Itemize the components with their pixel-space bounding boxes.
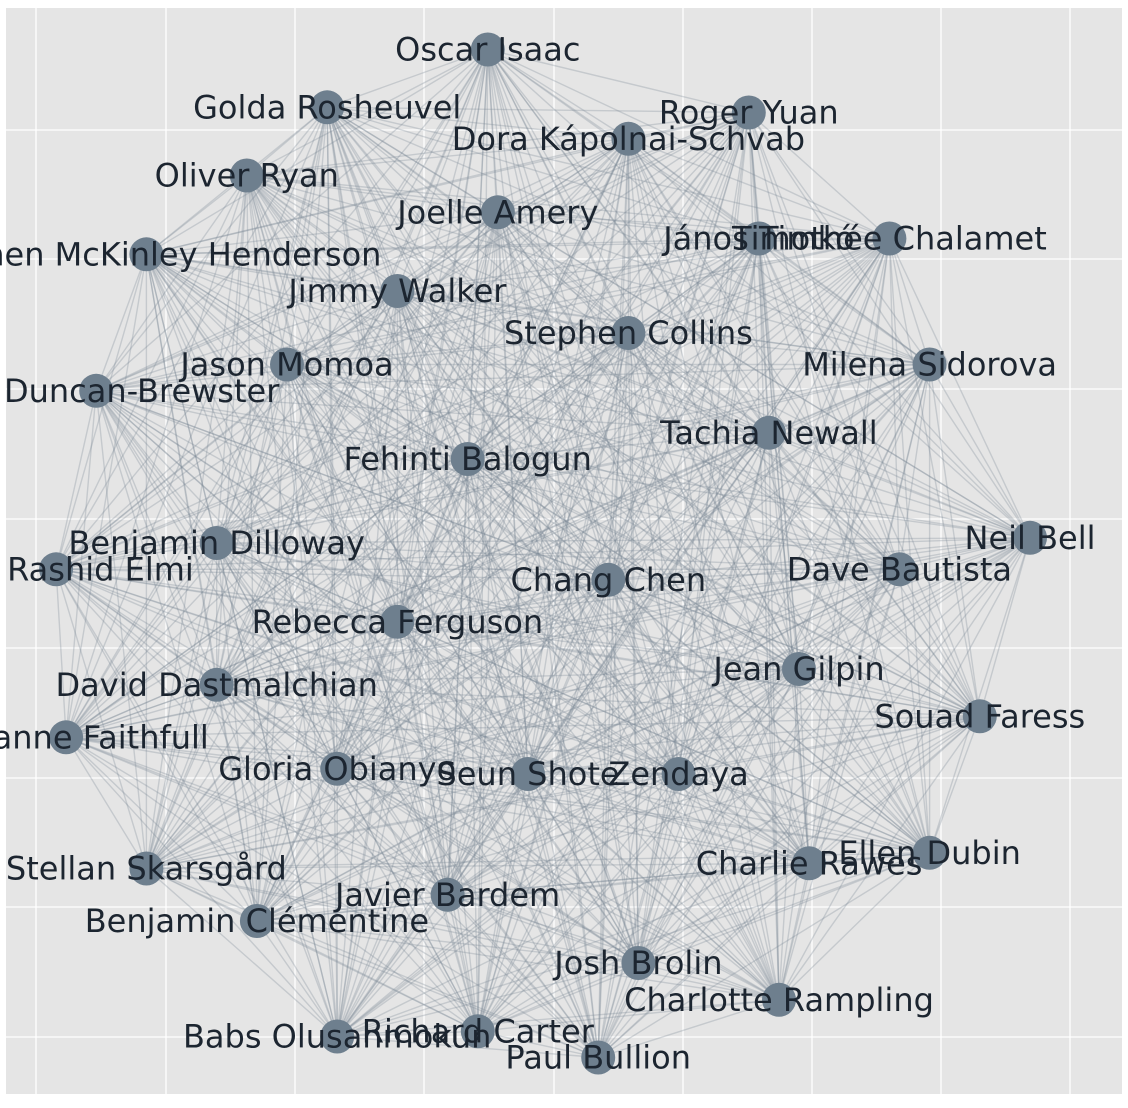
node-label: Tachia Newall [659, 414, 878, 452]
node-label: Stephen McKinley Henderson [0, 235, 381, 273]
node-label: Gloria Obianyo [218, 750, 456, 788]
node-label: Fehinti Balogun [344, 440, 592, 478]
node-label: Chang Chen [511, 561, 707, 599]
node-label: Joelle Amery [395, 193, 598, 231]
node-label: Stellan Skarsgård [6, 850, 287, 888]
node-label: Josh Brolin [552, 944, 722, 982]
node-label: Paul Bullion [505, 1039, 691, 1077]
node-label: Timothée Chalamet [731, 220, 1047, 258]
node-label: Anya Duncan-Brewster [0, 372, 280, 410]
node-label: Oliver Ryan [155, 157, 339, 195]
node-label: Golda Rosheuvel [193, 88, 461, 126]
node-label: Benjamin Clémentine [85, 902, 429, 940]
node-label: Marianne Faithfull [0, 718, 209, 756]
node-label: Jimmy Walker [286, 272, 507, 310]
node-label: Dora Kápolnai-Schvab [452, 120, 805, 158]
node-label: Jean Gilpin [711, 650, 884, 688]
node-label: Oscar Isaac [395, 31, 580, 69]
node-label: Rebecca Ferguson [252, 603, 544, 641]
node-label: Seun Shote [436, 755, 619, 793]
node-label: Milena Sidorova [802, 346, 1057, 384]
node-label: Charlotte Rampling [624, 981, 934, 1019]
node-label: Zendaya [608, 755, 748, 793]
node-label: David Dastmalchian [56, 666, 378, 704]
node-label: Souad Faress [874, 697, 1085, 735]
node-label: Stephen Collins [504, 314, 753, 352]
node-label: Charlie Rawes [696, 844, 923, 882]
node-label: Babs Rashid Elmi [0, 550, 194, 588]
node-label: Dave Bautista [787, 550, 1012, 588]
